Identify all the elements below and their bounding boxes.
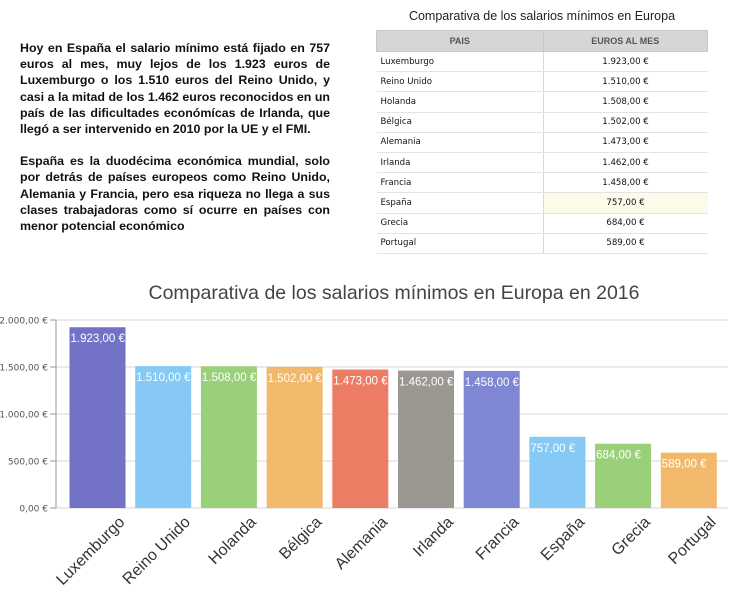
bar-value-label: 1.508,00 € — [202, 372, 257, 384]
intro-paragraph-1: Hoy en España el salario mínimo está fij… — [20, 41, 330, 137]
table-row: Portugal 589,00 € — [376, 232, 708, 254]
table-cell-country: España — [376, 192, 544, 214]
bar — [266, 366, 323, 508]
x-tick-label: Irlanda — [410, 514, 457, 561]
x-tick-label: Francia — [473, 514, 523, 564]
table-row: Alemania 1.473,00 € — [376, 131, 708, 153]
bar — [200, 366, 257, 508]
table-cell-value: 1.458,00 € — [543, 172, 708, 194]
bar-value-label: 1.510,00 € — [136, 372, 191, 384]
x-tick-label: España — [538, 514, 588, 564]
y-tick-label: 2.000,00 € — [0, 317, 48, 327]
table-cell-value: 1.923,00 € — [543, 50, 708, 73]
y-tick-label: 1.500,00 € — [0, 364, 48, 374]
bar — [135, 366, 192, 508]
x-tick-label: Reino Unido — [120, 514, 194, 588]
intro-text: Hoy en España el salario mínimo está fij… — [20, 40, 330, 250]
x-tick-label: Alemania — [332, 514, 391, 573]
table-cell-country: Luxemburgo — [376, 50, 544, 73]
bar — [398, 370, 454, 508]
bar-value-label: 684,00 € — [596, 450, 641, 462]
x-tick-label: Holanda — [206, 514, 260, 568]
x-tick-label: Bélgica — [276, 514, 325, 563]
table-cell-value: 1.473,00 € — [543, 131, 708, 153]
table-cell-value: 757,00 € — [543, 192, 708, 214]
table-cell-country: Bélgica — [376, 111, 544, 133]
table-cell-value: 1.508,00 € — [543, 91, 708, 113]
column-header-country: PAIS — [376, 30, 544, 52]
bar-value-label: 1.473,00 € — [333, 376, 388, 388]
column-header-euros: EUROS AL MES — [542, 30, 708, 52]
bar-value-label: 1.502,00 € — [268, 373, 323, 385]
salary-bar-chart: Comparativa de los salarios mínimos en E… — [0, 282, 728, 589]
bar-value-label: 589,00 € — [662, 459, 707, 471]
table-cell-value: 1.462,00 € — [543, 151, 708, 174]
table-cell-country: Portugal — [376, 232, 544, 254]
table-cell-country: Grecia — [376, 212, 544, 234]
table-cell-country: Alemania — [376, 131, 544, 153]
bar — [529, 436, 586, 508]
bar — [463, 370, 520, 508]
table-body: Luxemburgo 1.923,00 € Reino Unido 1.510,00 … — [376, 50, 708, 254]
x-tick-label: Grecia — [609, 514, 654, 559]
chart-title: Comparativa de los salarios mínimos en E… — [148, 282, 639, 304]
table-cell-value: 684,00 € — [543, 212, 708, 234]
table-cell-country: Francia — [376, 172, 544, 194]
table-cell-country: Holanda — [376, 91, 544, 113]
table-cell-country: Reino Unido — [376, 71, 544, 93]
y-tick-label: 0,00 € — [19, 505, 48, 515]
table-cell-value: 1.510,00 € — [543, 71, 708, 93]
bars — [69, 327, 717, 508]
bar-value-label: 1.923,00 € — [71, 333, 126, 345]
table-row: Reino Unido 1.510,00 € — [376, 71, 708, 93]
x-tick-label: Luxemburgo — [53, 514, 128, 589]
bar — [332, 369, 389, 508]
bar — [660, 452, 717, 508]
x-tick-label: Portugal — [665, 514, 719, 568]
y-tick-label: 500,00 € — [8, 458, 48, 468]
table-row: Irlanda 1.462,00 € — [376, 151, 708, 174]
bar-value-label: 1.462,00 € — [399, 377, 454, 389]
table-header-row: PAIS EUROS AL MES — [376, 30, 708, 52]
table-cell-country: Irlanda — [376, 151, 544, 174]
bar-value-label: 1.458,00 € — [465, 377, 520, 389]
y-axis-ticks: 0,00 € 500,00 € 1.000,00 € 1.500,00 € 2.000,… — [0, 317, 57, 515]
table-row: Luxemburgo 1.923,00 € — [376, 50, 708, 73]
table-row: Bélgica 1.502,00 € — [376, 111, 708, 133]
bar-value-label: 757,00 € — [530, 443, 575, 455]
table-row: Grecia 684,00 € — [376, 212, 708, 234]
table-row: Holanda 1.508,00 € — [376, 91, 708, 113]
salary-table: PAIS EUROS AL MES Luxemburgo 1.923,00 € Re… — [376, 30, 708, 254]
table-row: Francia 1.458,00 € — [376, 172, 708, 194]
table-row: España 757,00 € — [376, 192, 708, 214]
table-cell-value: 1.502,00 € — [543, 111, 708, 133]
y-tick-label: 1.000,00 € — [0, 411, 48, 421]
bar — [69, 327, 126, 508]
table-title: Comparativa de los salarios mínimos en E… — [408, 9, 676, 23]
intro-paragraph-2: España es la duodécima económica mundial… — [20, 154, 330, 234]
bar-value-labels: 1.923,00 € 1.510,00 € 1.508,00 € 1.502,00 €… — [71, 333, 708, 470]
table-cell-value: 589,00 € — [543, 232, 708, 254]
bar — [595, 443, 652, 508]
